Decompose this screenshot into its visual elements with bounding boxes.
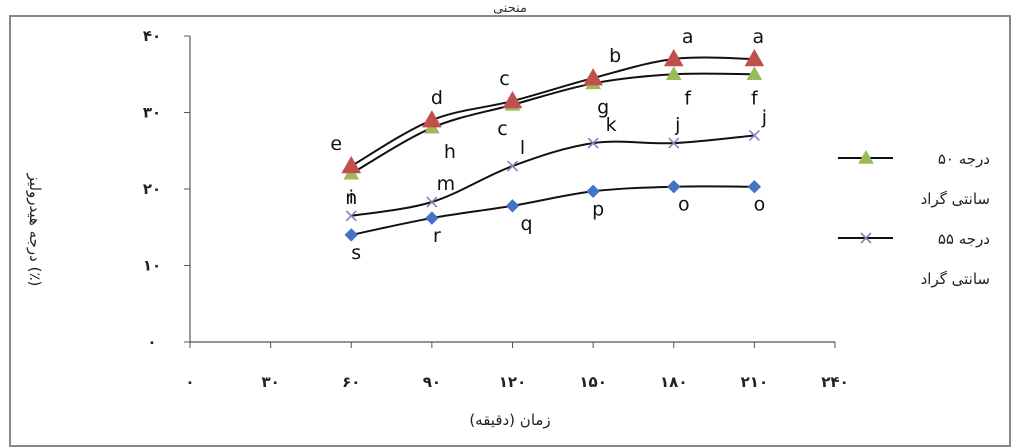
data-point-marker <box>858 149 874 164</box>
x-tick-label: ١٢٠ <box>499 373 526 391</box>
data-point-marker <box>422 110 442 128</box>
data-point-marker <box>860 232 872 244</box>
chart-border <box>9 15 1011 447</box>
series-group: e d c b a a <box>330 26 765 174</box>
marker-stroke <box>426 196 438 208</box>
marker-stroke <box>860 232 872 244</box>
x-tick-label: ٣٠ <box>261 373 279 391</box>
legend-label-line2: سانتی گراد <box>921 270 990 288</box>
data-point-label: l <box>520 137 525 159</box>
plot-area: ٠ ٣٠ ۶٠ ٩٠ ١٢٠ ١۵٠ ١٨٠ ٢١٠ ٢۴٠ ٠ ١٠ ٢٠ ٣٠ ۴٠ i h c g f f n m l… <box>143 26 849 391</box>
x-tick-label: ٢١٠ <box>741 373 768 391</box>
legend: درجه ۵٠ سانتی گراد درجه ۵۵ سانتی گراد <box>838 149 990 288</box>
series-group: n m l k j j <box>345 106 767 222</box>
x-tick-label: ١۵٠ <box>579 373 606 391</box>
data-point-label: p <box>592 198 604 220</box>
x-tick-label: ٢۴٠ <box>821 373 848 391</box>
data-point-marker <box>341 156 362 174</box>
legend-label-line2: سانتی گراد <box>921 190 990 208</box>
data-point-label: b <box>609 45 621 67</box>
y-tick-label: ٣٠ <box>143 104 161 122</box>
data-point-marker <box>748 129 760 142</box>
data-point-label: c <box>497 118 507 140</box>
x-tick-label: ٠ <box>185 373 194 391</box>
data-point-label: f <box>751 87 759 109</box>
data-point-marker <box>746 66 763 80</box>
x-axis-title: زمان (دقیقه) <box>469 411 550 429</box>
data-point-label: o <box>754 194 766 216</box>
data-point-marker <box>505 199 520 213</box>
series-line <box>351 134 755 217</box>
data-point-label: a <box>682 26 694 48</box>
data-point-label: i <box>349 187 354 209</box>
data-point-label: h <box>444 141 456 163</box>
marker-stroke <box>587 137 599 149</box>
x-tick-label: ٩٠ <box>423 373 441 391</box>
marker-stroke <box>506 160 519 172</box>
y-tick-label: ۴٠ <box>143 27 161 45</box>
data-point-marker <box>344 228 358 242</box>
y-tick-label: ٠ <box>147 333 156 351</box>
data-point-label: r <box>433 225 441 247</box>
data-point-label: q <box>520 213 532 235</box>
data-point-label: m <box>437 173 456 195</box>
data-point-label: c <box>499 68 509 90</box>
data-point-label: a <box>753 26 765 48</box>
data-point-marker <box>667 179 681 194</box>
data-point-marker <box>502 91 523 109</box>
data-point-marker <box>663 48 684 67</box>
legend-label: درجه ۵۵ <box>938 230 990 248</box>
legend-entry: درجه ۵٠ سانتی گراد <box>838 149 990 208</box>
y-axis-title: درجه هیدرولیز (٪) <box>26 173 44 287</box>
chart-title: منحنی <box>493 1 527 16</box>
data-point-marker <box>506 160 519 172</box>
data-point-marker <box>665 66 682 80</box>
data-point-marker <box>425 211 439 225</box>
data-point-label: j <box>761 106 767 128</box>
data-point-marker <box>583 68 603 86</box>
data-point-label: s <box>351 242 361 264</box>
data-point-label: g <box>597 96 609 118</box>
marker-stroke <box>748 129 760 142</box>
series-group: s r q p o o <box>344 179 766 264</box>
data-point-label: k <box>606 114 617 136</box>
data-point-marker <box>744 48 765 67</box>
x-tick-label: ۶٠ <box>342 373 360 391</box>
data-point-label: f <box>684 87 692 109</box>
y-tick-label: ٢٠ <box>143 180 161 198</box>
legend-label: درجه ۵٠ <box>938 150 990 168</box>
data-point-marker <box>587 137 599 149</box>
y-tick-label: ١٠ <box>143 257 161 275</box>
data-point-label: o <box>678 194 690 216</box>
data-point-marker <box>747 179 762 194</box>
data-point-label: d <box>431 87 443 109</box>
data-point-marker <box>668 137 680 149</box>
data-point-marker <box>426 196 438 208</box>
marker-stroke <box>345 210 357 222</box>
legend-entry: درجه ۵۵ سانتی گراد <box>838 230 990 288</box>
data-point-label: n <box>345 187 357 209</box>
data-point-label: j <box>674 114 680 136</box>
data-point-marker <box>345 210 357 222</box>
marker-stroke <box>668 137 680 149</box>
x-tick-label: ١٨٠ <box>660 373 687 391</box>
data-point-marker <box>586 184 600 199</box>
data-point-label: e <box>330 133 342 155</box>
